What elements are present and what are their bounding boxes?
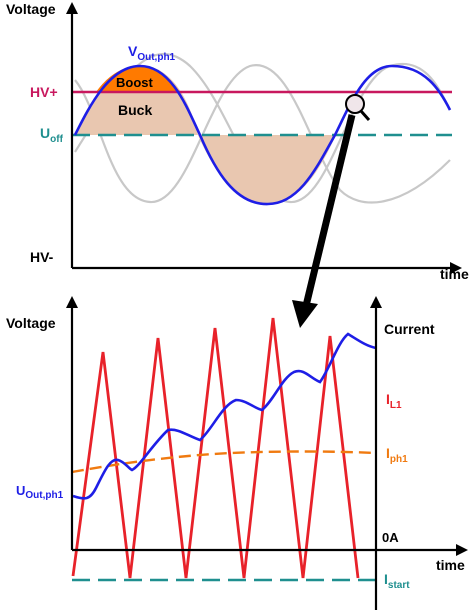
istart-sub: start	[388, 580, 410, 591]
u-out-main: U	[16, 483, 25, 498]
current-axis-label: Current	[384, 321, 435, 337]
iph1-label: Iph1	[386, 445, 408, 465]
bottom-x-arrow	[456, 544, 468, 556]
hv-plus-label: HV+	[30, 84, 58, 100]
u-off-main: U	[40, 125, 50, 141]
hv-minus-label: HV-	[30, 249, 54, 265]
u-off-label: Uoff	[40, 125, 64, 145]
il1-label: IL1	[386, 391, 402, 411]
u-out-ph1-curve	[72, 332, 377, 500]
v-out-ph1-label: VOut,ph1	[128, 43, 176, 63]
buck-label: Buck	[118, 102, 152, 118]
bottom-right-y-arrow	[370, 296, 382, 308]
magnifier-icon	[345, 94, 371, 121]
bottom-panel: Voltage Current time 0A IL1 Iph1 UOut,ph…	[6, 296, 468, 610]
top-y-arrow	[66, 2, 78, 14]
zoom-arrow-head	[292, 300, 318, 328]
il1-waveform	[71, 317, 360, 579]
bottom-y-axis-label: Voltage	[6, 315, 56, 331]
boost-label: Boost	[116, 75, 154, 90]
v-out-ph1-curve	[73, 64, 452, 206]
phase3-curve	[74, 64, 451, 204]
il1-main: I	[386, 391, 390, 407]
bottom-x-axis-label: time	[436, 557, 465, 573]
zoom-arrow-shaft	[301, 114, 356, 311]
u-out-ph1-label: UOut,ph1	[16, 483, 64, 501]
top-x-axis-label: time	[440, 266, 469, 282]
iph1-main: I	[386, 445, 390, 461]
v-out-sub: Out,ph1	[137, 52, 175, 63]
u-off-sub: off	[50, 134, 63, 145]
top-panel: Voltage time HV+ HV- Uoff VOut,ph1 Boost…	[6, 1, 469, 282]
istart-label: Istart	[384, 571, 410, 591]
top-x-arrow	[450, 262, 462, 274]
top-y-axis-label: Voltage	[6, 1, 56, 17]
il1-sub: L1	[390, 400, 402, 411]
zoom-connector	[292, 94, 371, 328]
iph1-curve	[71, 450, 377, 474]
zero-amp-label: 0A	[382, 530, 399, 545]
istart-main: I	[384, 571, 388, 587]
iph1-sub: ph1	[390, 454, 408, 465]
u-out-sub: Out,ph1	[25, 490, 63, 501]
v-out-main: V	[128, 43, 138, 59]
bottom-left-y-arrow	[66, 296, 78, 308]
